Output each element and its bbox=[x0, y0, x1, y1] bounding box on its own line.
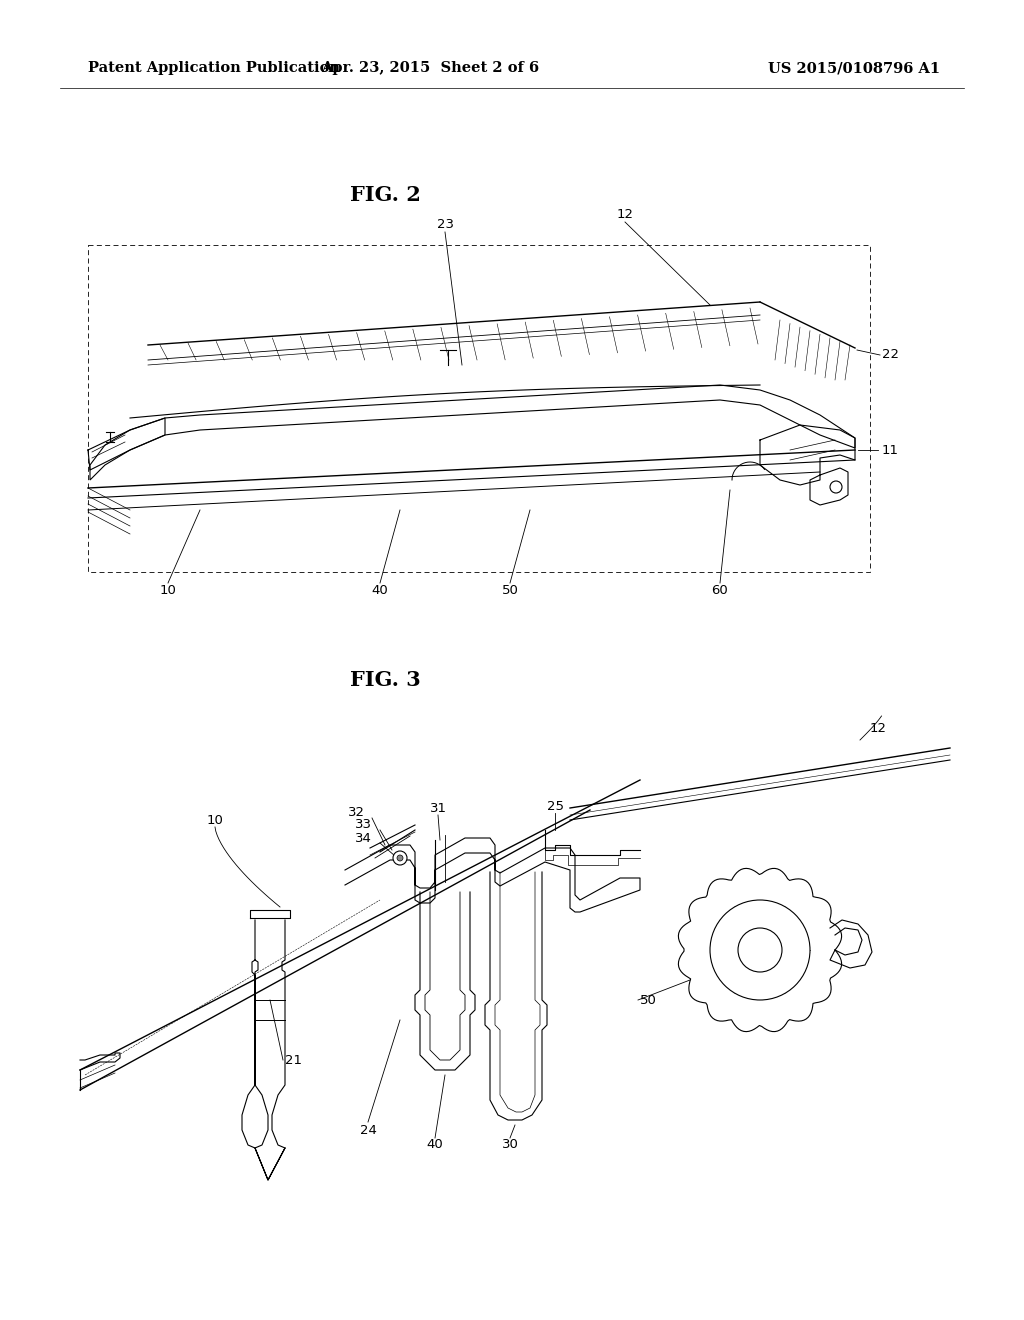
Bar bbox=[88, 246, 870, 572]
Text: 24: 24 bbox=[359, 1123, 377, 1137]
Text: FIG. 2: FIG. 2 bbox=[349, 185, 421, 205]
Text: 30: 30 bbox=[502, 1138, 518, 1151]
Text: 60: 60 bbox=[712, 583, 728, 597]
Text: 40: 40 bbox=[372, 583, 388, 597]
Polygon shape bbox=[90, 385, 855, 480]
Text: Patent Application Publication: Patent Application Publication bbox=[88, 61, 340, 75]
Text: 32: 32 bbox=[348, 805, 365, 818]
Text: 12: 12 bbox=[870, 722, 887, 734]
Circle shape bbox=[710, 900, 810, 1001]
Text: 34: 34 bbox=[355, 832, 372, 845]
Circle shape bbox=[738, 928, 782, 972]
Text: Apr. 23, 2015  Sheet 2 of 6: Apr. 23, 2015 Sheet 2 of 6 bbox=[321, 61, 539, 75]
Text: 11: 11 bbox=[882, 444, 899, 457]
Text: 25: 25 bbox=[547, 800, 563, 813]
Text: 33: 33 bbox=[355, 818, 372, 832]
Text: 50: 50 bbox=[640, 994, 656, 1006]
Text: 50: 50 bbox=[502, 583, 518, 597]
Text: US 2015/0108796 A1: US 2015/0108796 A1 bbox=[768, 61, 940, 75]
Text: 21: 21 bbox=[285, 1053, 302, 1067]
Text: FIG. 3: FIG. 3 bbox=[349, 671, 421, 690]
Text: 31: 31 bbox=[429, 801, 446, 814]
Text: 22: 22 bbox=[882, 348, 899, 362]
Text: 10: 10 bbox=[160, 583, 176, 597]
Text: 23: 23 bbox=[436, 219, 454, 231]
Circle shape bbox=[397, 855, 403, 861]
Circle shape bbox=[393, 851, 407, 865]
Circle shape bbox=[830, 480, 842, 492]
Text: 10: 10 bbox=[207, 813, 223, 826]
Text: 40: 40 bbox=[427, 1138, 443, 1151]
Text: 12: 12 bbox=[616, 209, 634, 222]
